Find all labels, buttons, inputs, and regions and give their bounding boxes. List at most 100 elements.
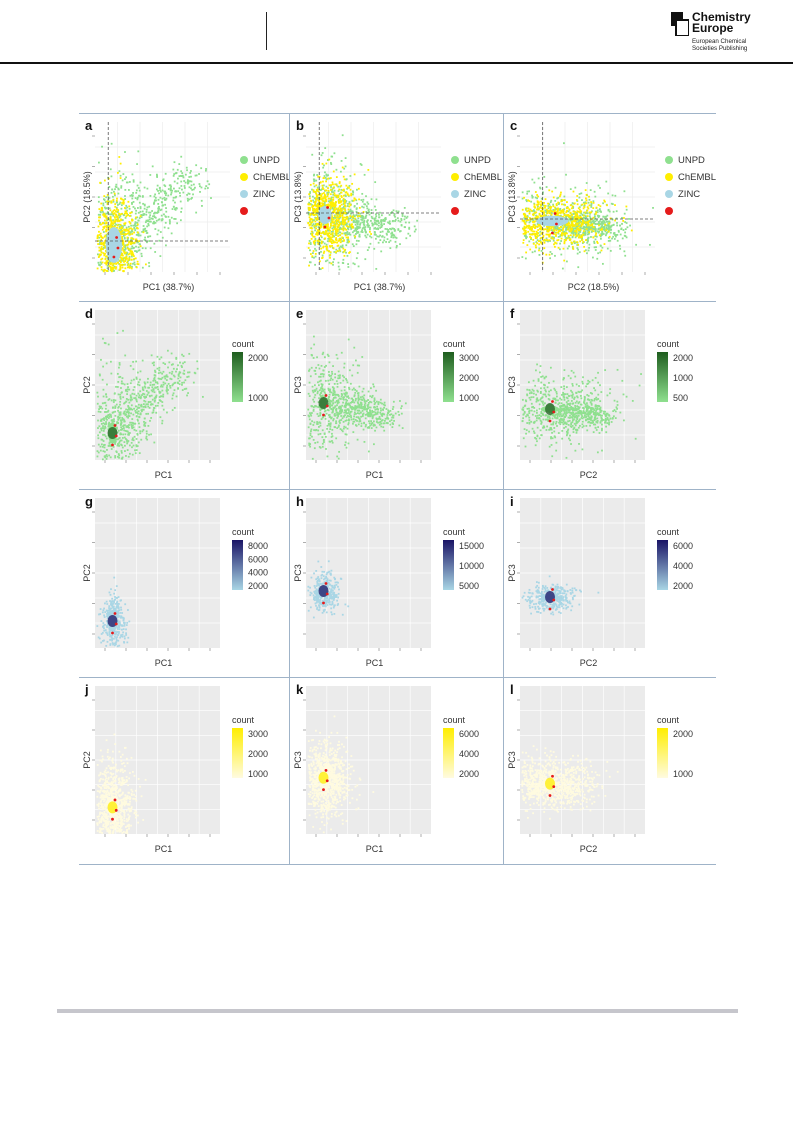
scatter-point — [317, 230, 320, 233]
scatter-point — [135, 429, 138, 432]
scatter-point — [338, 188, 341, 191]
logo-subtitle: European Chemical Societies Publishing — [692, 38, 747, 52]
scatter-point — [543, 247, 546, 250]
scatter-point — [157, 203, 160, 205]
scatter-point — [574, 186, 577, 189]
scatter-point — [141, 359, 144, 362]
scatter-point — [195, 211, 198, 214]
scatter-point — [525, 226, 528, 229]
colorbar — [232, 352, 243, 402]
scatter-point — [181, 174, 184, 177]
scatter-point — [607, 230, 610, 233]
scatter-point — [185, 166, 188, 169]
scatter-point — [531, 217, 534, 220]
scatter-point — [385, 241, 387, 243]
scatter-point — [105, 212, 107, 215]
scatter-point — [578, 193, 581, 195]
scatter-point — [533, 223, 536, 226]
scatter-point — [105, 423, 108, 425]
scatter-point — [321, 199, 324, 202]
scatter-point — [543, 238, 546, 241]
scatter-point — [121, 236, 124, 238]
scatter-point — [168, 184, 171, 187]
scatter-point — [394, 236, 397, 239]
scatter-point — [357, 217, 360, 220]
scatter-point — [188, 193, 191, 195]
scatter-point — [153, 361, 155, 364]
scatter-point — [536, 207, 539, 210]
scatter-point — [346, 216, 349, 218]
scatter-point — [374, 221, 376, 224]
scatter-point — [360, 214, 363, 217]
scatter-point — [115, 206, 118, 209]
scatter-point — [166, 375, 169, 378]
scatter-point — [177, 377, 180, 380]
scatter-point — [109, 218, 112, 221]
scatter-point — [177, 387, 179, 390]
scatter-point — [96, 391, 99, 394]
scatter-point — [146, 241, 148, 244]
scatter-point — [154, 211, 156, 214]
scatter-point — [123, 212, 126, 215]
scatter-point — [330, 196, 333, 199]
scatter-point — [584, 232, 587, 235]
scatter-point — [371, 222, 374, 225]
scatter-point — [115, 223, 118, 226]
scatter-point — [138, 240, 141, 243]
scatter-point — [114, 443, 117, 445]
scatter-point — [576, 234, 579, 237]
scatter-point — [135, 445, 138, 448]
scatter-point — [135, 400, 138, 403]
scatter-point — [308, 197, 311, 200]
scatter-point — [128, 220, 131, 223]
legend-label: UNPD — [678, 155, 705, 166]
scatter-point — [173, 187, 175, 190]
scatter-point — [105, 262, 108, 264]
scatter-point — [563, 242, 566, 245]
scatter-point — [170, 216, 173, 219]
scatter-point — [523, 217, 526, 220]
scatter-point — [322, 197, 325, 200]
scatter-point — [318, 200, 321, 203]
scatter-point — [332, 229, 335, 231]
scatter-point — [120, 387, 122, 389]
scatter-point — [334, 232, 337, 235]
scatter-point — [523, 234, 526, 237]
scatter-point — [336, 213, 339, 216]
scatter-point — [316, 174, 319, 176]
scatter-point — [130, 267, 133, 270]
scatter-point — [318, 375, 320, 378]
scatter-point — [97, 443, 100, 446]
scatter-point — [312, 223, 315, 226]
scatter-point — [153, 195, 156, 198]
scatter-point — [332, 196, 335, 199]
scatter-point — [534, 244, 537, 247]
scatter-point — [371, 224, 374, 227]
scatter-point — [320, 232, 323, 235]
scatter-point — [119, 162, 122, 165]
scatter-point — [160, 385, 162, 388]
scatter-point — [103, 253, 106, 256]
scatter-point — [381, 230, 384, 233]
scatter-point — [101, 427, 104, 429]
scatter-point — [332, 203, 335, 206]
scatter-point — [104, 262, 107, 264]
scatter-point — [361, 205, 364, 208]
scatter-point — [133, 386, 136, 388]
scatter-point — [105, 196, 108, 199]
scatter-point — [553, 233, 555, 236]
scatter-point — [625, 236, 628, 239]
scatter-point — [321, 202, 324, 205]
scatter-point — [596, 214, 599, 217]
scatter-point — [148, 240, 151, 242]
scatter-point — [97, 451, 100, 454]
scatter-point — [529, 248, 532, 251]
scatter-point — [348, 205, 351, 208]
scatter-point — [545, 239, 548, 242]
scatter-point — [181, 353, 183, 356]
scatter-point — [130, 194, 133, 196]
scatter-point — [649, 243, 651, 246]
scatter-point — [150, 433, 152, 436]
scatter-point — [153, 383, 156, 386]
scatter-point — [349, 251, 351, 254]
